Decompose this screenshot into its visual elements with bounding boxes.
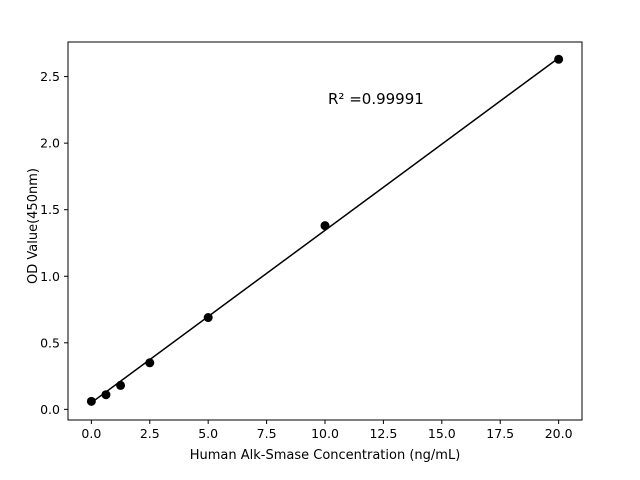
y-tick-label: 0.5 <box>40 335 60 350</box>
x-tick-label: 20.0 <box>545 426 573 441</box>
y-axis-label: OD Value(450nm) <box>26 168 41 284</box>
x-tick-label: 0.0 <box>81 426 101 441</box>
x-tick-label: 5.0 <box>198 426 218 441</box>
data-point <box>203 313 213 323</box>
y-tick-label: 2.5 <box>40 69 60 84</box>
data-point <box>320 221 330 231</box>
x-axis-label: Human Alk-Smase Concentration (ng/mL) <box>189 448 461 463</box>
x-tick-label: 7.5 <box>257 426 277 441</box>
data-point <box>101 390 111 400</box>
trend-line <box>90 57 560 404</box>
x-tick-label: 17.5 <box>486 426 514 441</box>
x-tick-label: 10.0 <box>311 426 339 441</box>
y-tick-label: 1.5 <box>40 202 60 217</box>
y-tick-label: 0.0 <box>40 402 60 417</box>
data-point <box>86 396 96 406</box>
data-point <box>116 380 126 390</box>
y-tick-label: 1.0 <box>40 269 60 284</box>
data-point <box>145 358 155 368</box>
x-tick-label: 15.0 <box>428 426 456 441</box>
r-squared-annotation: R² =0.99991 <box>328 90 424 108</box>
x-tick-label: 2.5 <box>140 426 160 441</box>
x-tick-label: 12.5 <box>369 426 397 441</box>
data-point <box>554 54 564 64</box>
y-tick-label: 2.0 <box>40 136 60 151</box>
